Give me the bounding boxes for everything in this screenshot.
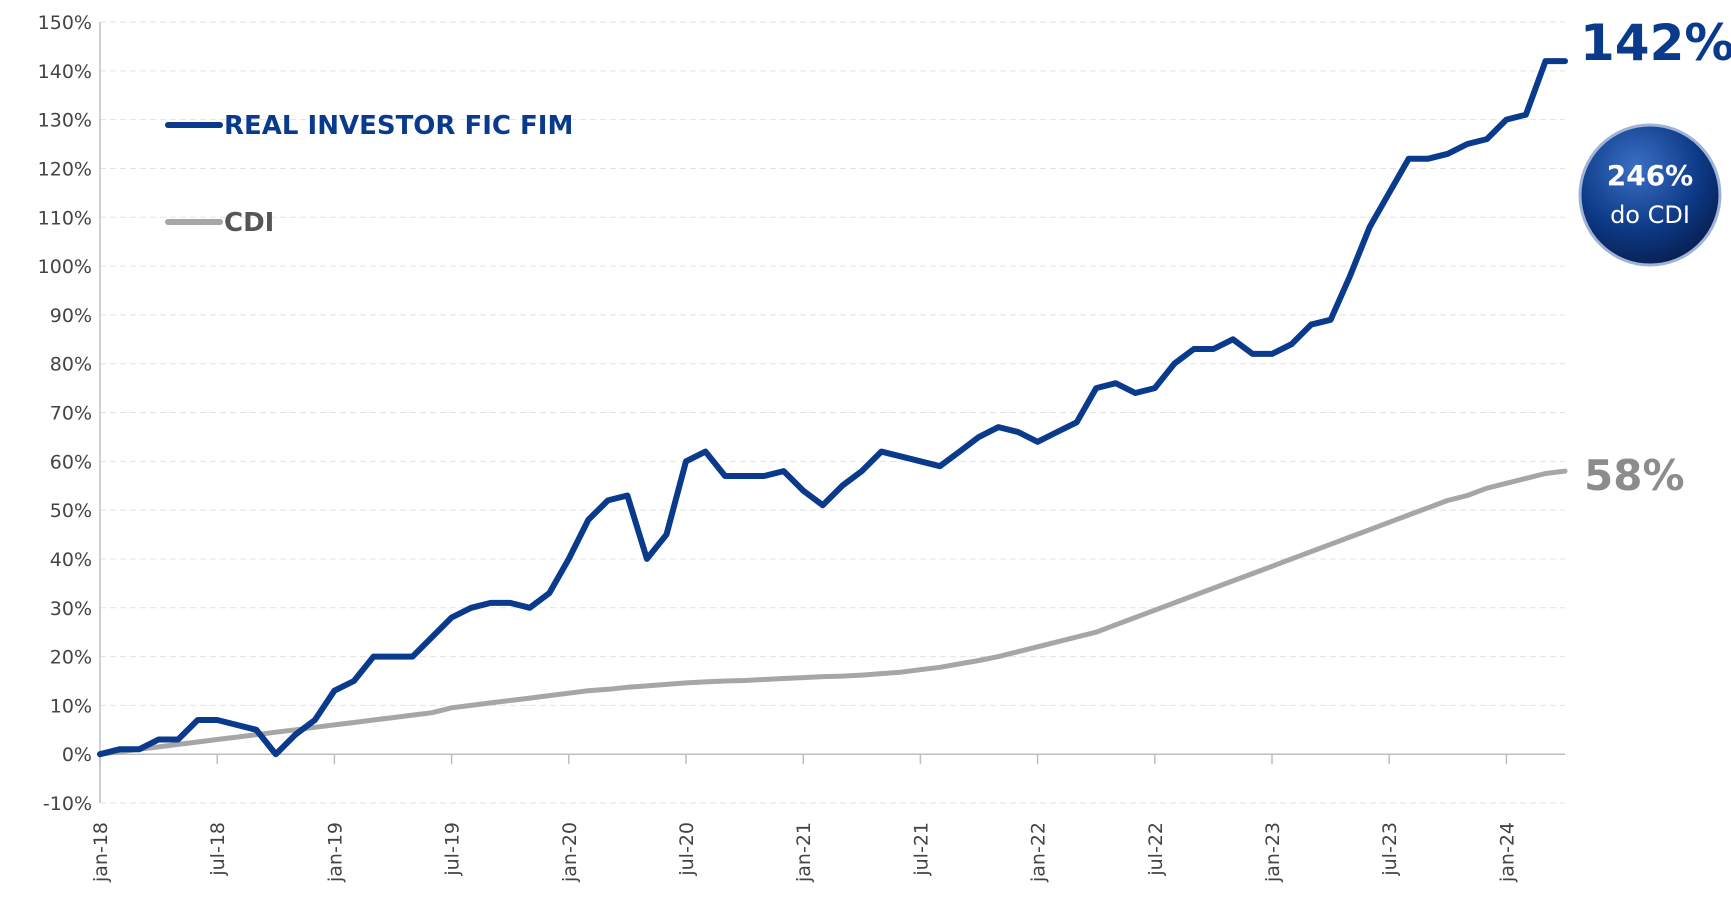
- x-tick-label: jan-18: [90, 822, 112, 883]
- y-tick-label: 70%: [50, 403, 92, 425]
- legend-label: REAL INVESTOR FIC FIM: [224, 111, 573, 141]
- y-tick-label: 130%: [38, 110, 92, 132]
- y-tick-label: 50%: [50, 500, 92, 522]
- fund-end-label: 142%: [1580, 14, 1731, 72]
- x-tick-label: jul-23: [1379, 822, 1401, 877]
- y-tick-label: 20%: [50, 647, 92, 669]
- ratio-note: do CDI: [1610, 201, 1690, 229]
- y-tick-label: 60%: [50, 451, 92, 473]
- x-tick-label: jul-21: [910, 822, 932, 877]
- series-line: [97, 58, 1568, 758]
- y-tick-label: 80%: [50, 354, 92, 376]
- legend-label: CDI: [224, 208, 274, 238]
- ratio-label: 246%: [1607, 159, 1694, 192]
- y-tick-label: 100%: [38, 256, 92, 278]
- y-tick-label: 40%: [50, 549, 92, 571]
- x-tick-label: jan-22: [1028, 822, 1050, 883]
- x-tick-label: jan-24: [1496, 822, 1518, 883]
- x-tick-label: jul-22: [1145, 822, 1167, 877]
- y-tick-label: -10%: [43, 793, 92, 815]
- y-tick-label: 150%: [38, 12, 92, 34]
- x-tick-label: jul-19: [442, 822, 464, 877]
- y-tick-label: 30%: [50, 598, 92, 620]
- y-tick-label: 140%: [38, 61, 92, 83]
- x-tick-label: jul-20: [676, 822, 698, 877]
- x-tick-label: jan-20: [559, 822, 581, 883]
- x-tick-label: jan-23: [1262, 822, 1284, 883]
- ratio-bubble: [1578, 123, 1722, 267]
- x-tick-label: jan-21: [793, 822, 815, 883]
- y-tick-label: 90%: [50, 305, 92, 327]
- series-line: [97, 468, 1568, 757]
- y-tick-label: 120%: [38, 158, 92, 180]
- cdi-end-label: 58%: [1584, 451, 1685, 500]
- y-tick-label: 10%: [50, 695, 92, 717]
- y-tick-label: 110%: [38, 207, 92, 229]
- y-tick-label: 0%: [62, 744, 92, 766]
- x-tick-label: jan-19: [324, 822, 346, 883]
- x-tick-label: jul-18: [207, 822, 229, 877]
